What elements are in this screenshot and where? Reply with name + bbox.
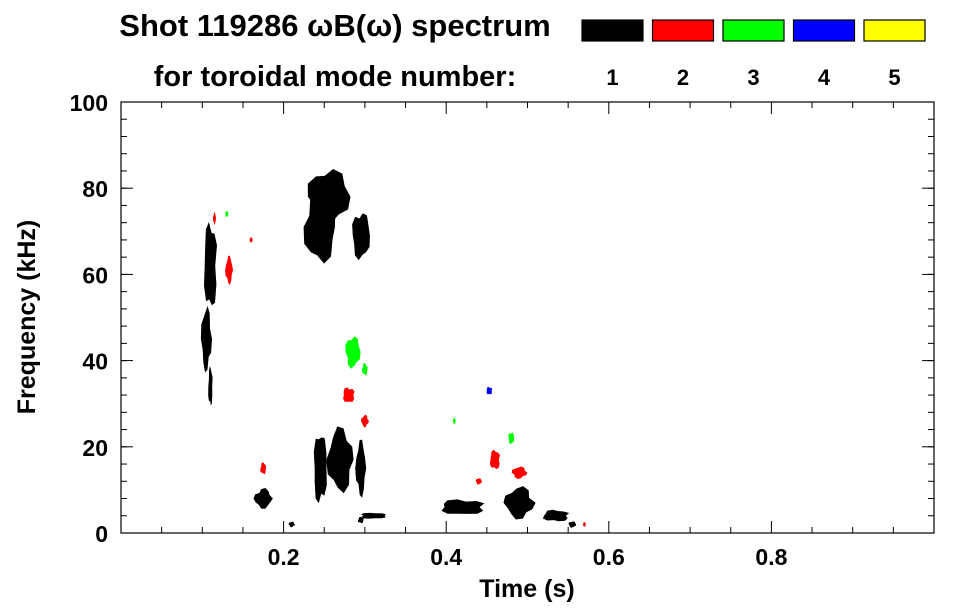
y-tick-labels: 0 20 40 60 80 100 [70,90,108,547]
x-tick-labels: 0.2 0.4 0.6 0.8 [268,544,788,570]
data-blob-n=4 [486,386,493,395]
x-axis-label: Time (s) [479,575,574,603]
data-blob-n=1 [568,521,577,528]
legend-label-2: 2 [677,65,689,90]
y-tick-label: 0 [95,521,108,547]
legend-swatch-2 [651,19,715,42]
chart-title: Shot 119286 ωB(ω) spectrum [119,8,550,43]
plot-frame [120,101,935,534]
legend-swatch-5 [863,19,926,42]
data-blob-n=3 [225,211,229,218]
legend: 1 2 3 4 5 [581,19,926,90]
spectrogram-data [200,169,586,528]
data-blob-n=3 [508,432,515,445]
data-blob-n=2 [489,449,501,469]
data-blob-n=2 [360,414,369,428]
data-blob-n=2 [511,466,528,479]
legend-label-4: 4 [818,65,831,90]
data-blob-n=1 [253,488,273,509]
x-tick-label: 0.6 [593,544,625,570]
data-blob-n=1 [361,512,386,519]
data-blob-n=3 [345,336,361,369]
legend-label-1: 1 [606,65,618,90]
data-blob-n=2 [582,521,586,527]
data-blob-n=1 [352,213,370,261]
data-blob-n=1 [303,189,336,264]
y-tick-label: 60 [82,262,108,288]
data-blob-n=2 [475,478,482,485]
data-blob-n=2 [225,255,233,285]
axis-ticks [120,101,935,534]
data-blob-n=1 [288,521,295,528]
chart-subtitle: for toroidal mode number: [154,61,517,93]
legend-swatch-3 [722,19,785,42]
data-blob-n=1 [542,509,570,522]
data-blob-n=2 [343,387,355,402]
legend-label-3: 3 [747,65,759,90]
y-axis-label: Frequency (kHz) [13,220,41,414]
x-tick-label: 0.8 [755,544,787,570]
data-blob-n=1 [357,516,364,524]
legend-swatch-4 [792,19,856,42]
data-blob-n=1 [503,486,536,520]
data-blob-n=1 [204,222,217,306]
data-blob-n=1 [208,365,213,406]
data-blob-n=2 [249,237,253,243]
y-tick-label: 20 [82,435,108,461]
data-blob-n=1 [355,439,367,498]
data-blob-n=1 [200,305,212,373]
y-tick-label: 100 [70,90,108,116]
x-tick-label: 0.2 [268,544,300,570]
data-blob-n=3 [452,417,456,425]
y-tick-label: 40 [82,349,108,375]
data-blob-n=1 [326,426,354,494]
data-blob-n=2 [212,212,217,225]
data-blob-n=1 [313,437,327,504]
legend-label-5: 5 [888,65,900,90]
data-blob-n=3 [361,362,368,376]
x-tick-label: 0.4 [430,544,462,570]
y-tick-label: 80 [82,176,108,202]
data-blob-n=1 [441,499,485,514]
data-blob-n=2 [260,462,267,475]
legend-swatch-1 [581,19,644,42]
